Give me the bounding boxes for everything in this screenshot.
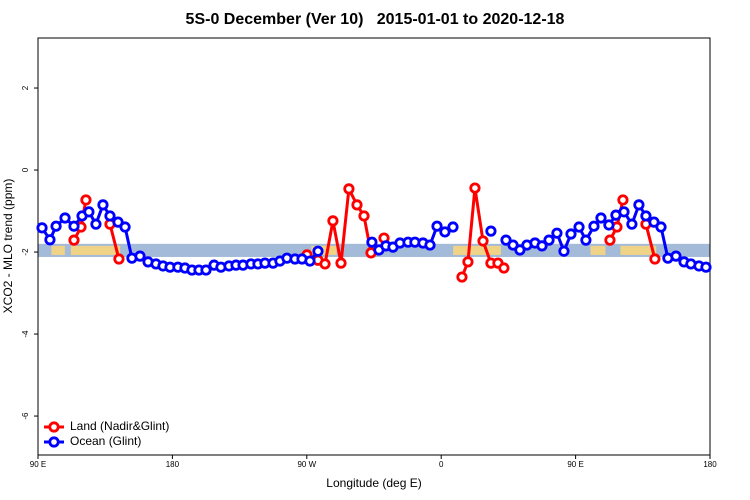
plot-frame [37,37,711,456]
data-point [104,210,116,222]
legend: Land (Nadir&Glint)Ocean (Glint) [40,417,190,453]
data-point [500,234,512,246]
data-point [514,244,526,256]
legend-marker [48,436,60,448]
data-point [113,253,125,265]
data-point [343,183,355,195]
x-axis-label: Longitude (deg E) [326,476,421,490]
data-point [68,234,80,246]
data-point [655,221,667,233]
data-point [633,199,645,211]
data-point [565,228,577,240]
y-axis-label: XCO2 - MLO trend (ppm) [1,179,15,314]
data-point [477,235,489,247]
data-point [604,234,616,246]
data-point [469,182,481,194]
land-span [51,245,65,255]
data-point [456,271,468,283]
data-point [351,199,363,211]
data-point [617,194,629,206]
data-point [83,206,95,218]
data-point [358,210,370,222]
data-point [439,226,451,238]
data-point [59,212,71,224]
data-point [335,257,347,269]
data-point [618,206,630,218]
data-point [551,227,563,239]
data-point [36,222,48,234]
data-point [327,215,339,227]
land-span [590,245,606,255]
data-point [573,221,585,233]
y-tick-label: -2 [21,248,30,256]
data-point [447,221,459,233]
data-point [319,258,331,270]
data-point [44,234,56,246]
data-point [558,245,570,257]
data-point [366,236,378,248]
data-point [119,221,131,233]
x-tick-label: 90 E [30,460,46,469]
data-point [626,218,638,230]
legend-label: Ocean (Glint) [70,434,141,448]
data-point [312,245,324,257]
data-point [90,218,102,230]
data-point [68,220,80,232]
data-point [498,262,510,274]
data-point [424,239,436,251]
data-point [603,219,615,231]
x-tick-label: 90 W [297,460,316,469]
x-tick-label: 0 [439,460,444,469]
data-point [588,220,600,232]
data-point [485,225,497,237]
y-tick-label: -4 [21,330,30,338]
data-point [536,240,548,252]
legend-box [40,417,190,453]
y-tick-label: 0 [21,167,30,172]
data-point [112,216,124,228]
x-tick-label: 90 E [567,460,583,469]
land-span [620,245,657,255]
data-point [462,256,474,268]
data-point [649,253,661,265]
land-span [453,245,501,255]
y-tick-label: 2 [21,85,30,90]
land-span [311,245,337,255]
data-point [640,210,652,222]
x-tick-label: 180 [166,460,180,469]
data-point [80,194,92,206]
data-point [580,234,592,246]
chart-title: 5S-0 December (Ver 10) 2015-01-01 to 202… [186,11,565,28]
data-point [97,199,109,211]
data-point [700,261,712,273]
data-point [431,220,443,232]
data-point [134,250,146,262]
y-tick-label: -6 [21,412,30,420]
legend-label: Land (Nadir&Glint) [70,419,169,433]
data-point [200,264,212,276]
data-point [595,212,607,224]
land-span [70,245,121,255]
x-tick-label: 180 [703,460,717,469]
data-point [304,255,316,267]
legend-marker [48,421,60,433]
data-point [50,220,62,232]
data-point [670,250,682,262]
data-point [543,234,555,246]
data-point [648,216,660,228]
